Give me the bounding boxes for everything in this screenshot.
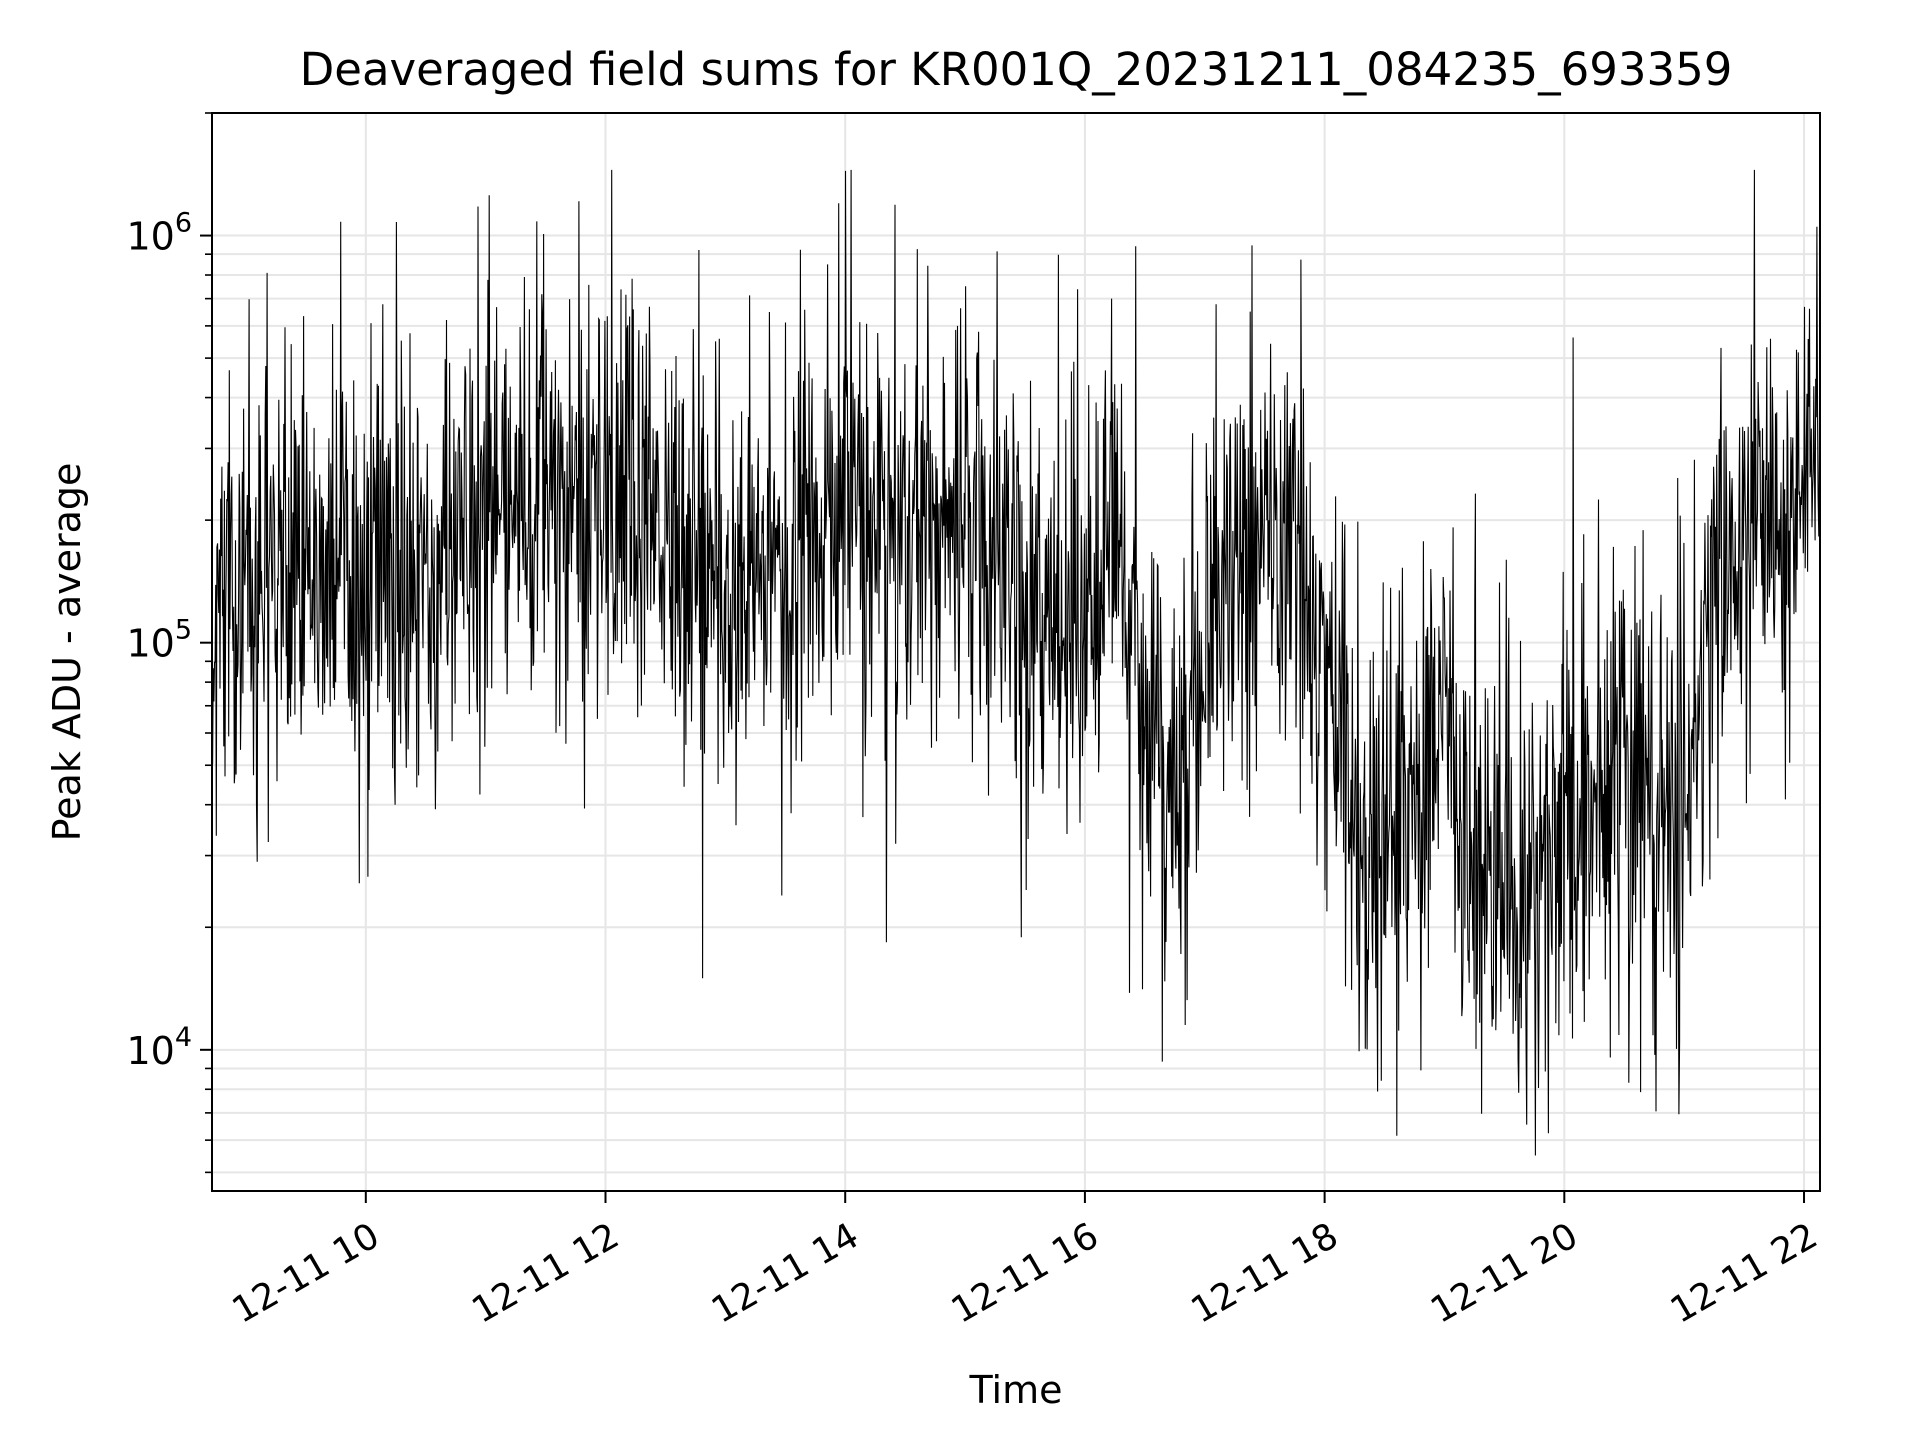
x-axis-label: Time xyxy=(969,1368,1063,1412)
y-tick-label: 106 xyxy=(126,208,192,259)
y-axis: 104 105 106 xyxy=(126,112,212,1174)
series-line xyxy=(211,169,1821,1156)
y-tick-label: 105 xyxy=(126,615,192,666)
y-axis-label: Peak ADU - average xyxy=(45,463,89,842)
y-tick-label: 104 xyxy=(126,1022,192,1073)
plot-area xyxy=(211,169,1821,1156)
plot-frame xyxy=(211,112,1821,1192)
chart-title: Deaveraged field sums for KR001Q_2023121… xyxy=(300,43,1733,96)
